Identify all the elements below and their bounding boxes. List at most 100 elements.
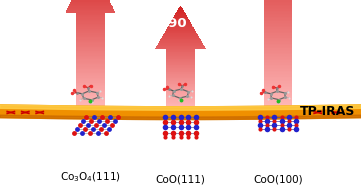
Bar (166, 84, 195, 85)
Bar (170, 23, 191, 24)
Bar (264, 83, 292, 84)
Bar (76, 85, 105, 86)
Bar (76, 32, 105, 33)
Bar (166, 99, 195, 100)
Bar (264, 71, 292, 72)
Bar (163, 35, 198, 36)
Bar (76, 43, 105, 45)
Bar (264, 95, 292, 96)
Bar (166, 86, 195, 87)
Bar (76, 71, 105, 73)
Bar (264, 11, 292, 12)
Bar (76, 75, 105, 76)
Bar (166, 98, 195, 99)
Text: CoO(111): CoO(111) (156, 174, 205, 184)
Bar (76, 29, 105, 30)
Bar (264, 23, 292, 24)
Bar (76, 79, 105, 80)
Bar (177, 11, 184, 12)
Bar (76, 26, 105, 27)
Bar (76, 47, 105, 48)
Bar (160, 41, 201, 42)
Text: TP-IRAS: TP-IRAS (300, 105, 356, 118)
Bar (76, 59, 105, 60)
Bar (264, 59, 292, 60)
Bar (76, 73, 105, 74)
Bar (166, 76, 195, 77)
Bar (264, 12, 292, 14)
Bar (264, 96, 292, 98)
Bar (166, 92, 195, 93)
Bar (76, 24, 105, 25)
Bar (76, 50, 105, 51)
Bar (156, 48, 205, 49)
Bar (76, 94, 105, 95)
Bar (76, 105, 105, 106)
Bar (166, 51, 195, 52)
Bar (76, 14, 105, 15)
Bar (166, 64, 195, 65)
Bar (166, 96, 195, 97)
Bar (70, 2, 110, 3)
Bar (166, 108, 195, 109)
Bar (264, 102, 292, 104)
Bar (76, 90, 105, 91)
Bar (159, 42, 202, 43)
Bar (177, 12, 184, 13)
Bar (264, 69, 292, 71)
Bar (76, 48, 105, 50)
Bar (178, 9, 183, 10)
Bar (264, 80, 292, 81)
Bar (166, 56, 195, 57)
Bar (76, 57, 105, 58)
Bar (264, 5, 292, 6)
Bar (264, 44, 292, 45)
Bar (168, 26, 193, 27)
Bar (175, 14, 186, 15)
Bar (164, 33, 197, 34)
Bar (164, 34, 197, 35)
Bar (264, 105, 292, 107)
Bar (156, 47, 205, 48)
Bar (264, 48, 292, 50)
Bar (76, 25, 105, 26)
Bar (76, 62, 105, 63)
Bar (264, 38, 292, 39)
Bar (264, 92, 292, 93)
Bar (166, 78, 195, 79)
Bar (264, 108, 292, 110)
Bar (166, 62, 195, 63)
Bar (166, 65, 195, 66)
Bar (76, 101, 105, 102)
Bar (264, 20, 292, 21)
Bar (70, 3, 111, 4)
Bar (76, 69, 105, 70)
Bar (76, 106, 105, 107)
Text: CoO(100): CoO(100) (253, 174, 303, 184)
Bar (166, 89, 195, 90)
Bar (69, 4, 111, 5)
Bar (264, 87, 292, 89)
Bar (76, 65, 105, 67)
Bar (166, 58, 195, 59)
Bar (264, 42, 292, 44)
Bar (173, 18, 188, 19)
Bar (264, 41, 292, 42)
Bar (166, 57, 195, 58)
Bar (264, 62, 292, 63)
Bar (264, 77, 292, 78)
Bar (76, 54, 105, 56)
Bar (76, 86, 105, 88)
Bar (166, 30, 195, 31)
Bar (264, 93, 292, 95)
Bar (76, 19, 105, 20)
Bar (264, 53, 292, 54)
Bar (169, 25, 192, 26)
Bar (166, 54, 195, 55)
Bar (264, 99, 292, 101)
Bar (264, 65, 292, 66)
Bar (76, 74, 105, 75)
Bar (162, 36, 199, 37)
Bar (264, 84, 292, 86)
Bar (76, 63, 105, 64)
